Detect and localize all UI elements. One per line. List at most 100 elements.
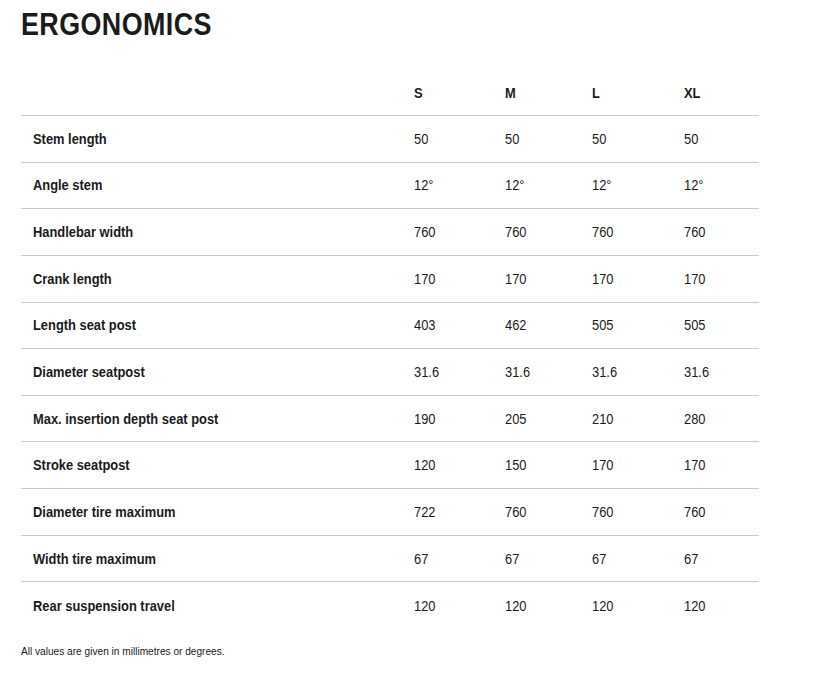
column-header-s: S: [414, 85, 505, 101]
spec-value-cell: 120: [592, 598, 684, 614]
spec-value-cell: 462: [505, 317, 592, 333]
spec-value-cell: 12°: [414, 177, 505, 193]
ergonomics-spec-table: S M L XL Stem length50505050Angle stem12…: [21, 70, 759, 629]
spec-value-cell: 760: [505, 224, 592, 240]
spec-value: 31.6: [505, 364, 530, 380]
spec-value-cell: 120: [414, 598, 505, 614]
spec-value-cell: 760: [684, 504, 759, 520]
spec-value: 505: [684, 317, 705, 333]
spec-value: 760: [592, 224, 613, 240]
spec-value: 31.6: [684, 364, 709, 380]
spec-value-cell: 505: [684, 317, 759, 333]
spec-value: 210: [592, 411, 613, 427]
spec-value: 67: [414, 551, 428, 567]
spec-value: 120: [592, 598, 613, 614]
spec-value: 760: [684, 504, 705, 520]
row-label: Handlebar width: [21, 224, 414, 240]
spec-value: 760: [592, 504, 613, 520]
column-header-s-text: S: [414, 85, 423, 101]
spec-value-cell: 50: [414, 131, 505, 147]
row-label-text: Rear suspension travel: [33, 598, 175, 614]
row-label-text: Stroke seatpost: [33, 457, 130, 473]
spec-value-cell: 170: [592, 457, 684, 473]
page-title: ERGONOMICS: [21, 8, 759, 40]
row-label-text: Crank length: [33, 271, 112, 287]
table-row: Rear suspension travel120120120120: [21, 582, 759, 629]
row-label: Max. insertion depth seat post: [21, 411, 414, 427]
row-label: Length seat post: [21, 317, 414, 333]
spec-value: 280: [684, 411, 705, 427]
row-label: Diameter tire maximum: [21, 504, 414, 520]
spec-value-cell: 67: [505, 551, 592, 567]
row-label-text: Diameter seatpost: [33, 364, 145, 380]
spec-value-cell: 722: [414, 504, 505, 520]
column-header-l: L: [592, 85, 684, 101]
spec-value-cell: 170: [592, 271, 684, 287]
spec-value: 50: [505, 131, 519, 147]
row-label: Rear suspension travel: [21, 598, 414, 614]
table-row: Max. insertion depth seat post1902052102…: [21, 396, 759, 443]
table-header-row: S M L XL: [21, 70, 759, 116]
spec-value-cell: 760: [592, 224, 684, 240]
table-row: Stroke seatpost 120150 170170: [21, 442, 759, 489]
spec-value: 50: [592, 131, 606, 147]
spec-value-cell: 50: [592, 131, 684, 147]
spec-value-cell: 170: [505, 271, 592, 287]
spec-value-cell: 12°: [592, 177, 684, 193]
spec-value: 120: [684, 598, 705, 614]
spec-value-cell: 31.6: [592, 364, 684, 380]
column-header-l-text: L: [592, 85, 600, 101]
row-label-text: Diameter tire maximum: [33, 504, 175, 520]
spec-value-cell: 150: [505, 457, 592, 473]
units-footnote-text: All values are given in millimetres or d…: [21, 644, 225, 658]
spec-value-cell: 67: [592, 551, 684, 567]
spec-value-cell: 505: [592, 317, 684, 333]
row-label: Crank length: [21, 271, 414, 287]
spec-value-cell: 760: [505, 504, 592, 520]
spec-value: 31.6: [592, 364, 617, 380]
spec-value: 12°: [684, 177, 703, 193]
spec-value-cell: 280: [684, 411, 759, 427]
row-label: Stem length: [21, 131, 414, 147]
table-row: Length seat post 403 462 505505: [21, 303, 759, 350]
column-header-m-text: M: [505, 85, 516, 101]
row-label-text: Handlebar width: [33, 224, 133, 240]
row-label-text: Width tire maximum: [33, 551, 156, 567]
table-row: Handlebar width760760760760: [21, 209, 759, 256]
spec-value-cell: 170: [684, 457, 759, 473]
page-title-text: ERGONOMICS: [21, 8, 212, 40]
row-label-text: Length seat post: [33, 317, 136, 333]
row-label: Angle stem: [21, 177, 414, 193]
table-row: Stem length 50 50 50 50: [21, 116, 759, 163]
row-label-text: Stem length: [33, 131, 107, 147]
spec-value-cell: 170: [684, 271, 759, 287]
spec-value: 50: [414, 131, 428, 147]
spec-value: 403: [414, 317, 435, 333]
spec-value: 50: [684, 131, 698, 147]
spec-value: 170: [684, 271, 705, 287]
spec-value-cell: 67: [414, 551, 505, 567]
spec-value-cell: 67: [684, 551, 759, 567]
spec-value: 12°: [414, 177, 433, 193]
spec-value-cell: 120: [684, 598, 759, 614]
spec-value-cell: 12°: [684, 177, 759, 193]
row-label: Stroke seatpost: [21, 457, 414, 473]
spec-value: 170: [505, 271, 526, 287]
spec-value: 462: [505, 317, 526, 333]
spec-value: 31.6: [414, 364, 439, 380]
spec-value-cell: 120: [414, 457, 505, 473]
spec-value-cell: 205: [505, 411, 592, 427]
spec-value: 170: [592, 271, 613, 287]
spec-value-cell: 760: [414, 224, 505, 240]
spec-value: 760: [505, 504, 526, 520]
spec-value: 67: [505, 551, 519, 567]
spec-value-cell: 760: [592, 504, 684, 520]
spec-value: 150: [505, 457, 526, 473]
spec-value-cell: 50: [505, 131, 592, 147]
table-body: Stem length50505050Angle stem12°12°12°12…: [21, 116, 759, 629]
ergonomics-section: ERGONOMICS S M L XL Stem length 50 50 50 50 A…: [0, 0, 759, 658]
spec-value-cell: 12°: [505, 177, 592, 193]
spec-value: 760: [505, 224, 526, 240]
row-label-text: Max. insertion depth seat post: [33, 411, 218, 427]
spec-value-cell: 210: [592, 411, 684, 427]
